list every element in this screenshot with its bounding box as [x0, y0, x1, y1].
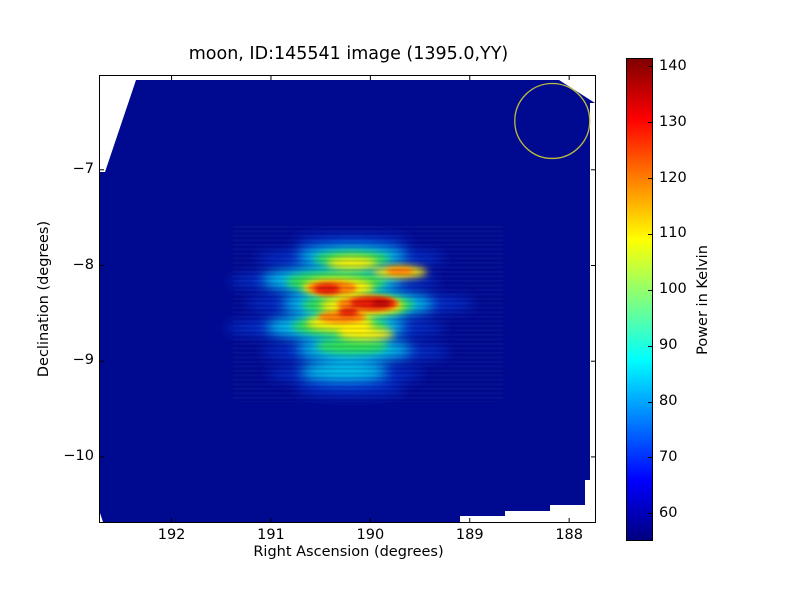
colorbar-tick — [648, 457, 652, 459]
moon-blob-ellipse — [300, 363, 388, 381]
moon-blob-ellipse — [338, 328, 394, 340]
x-tick-label: 192 — [157, 527, 186, 543]
coverage-gap — [100, 513, 103, 522]
x-axis-label: Right Ascension (degrees) — [253, 544, 444, 560]
moon-blob-ellipse — [314, 284, 340, 294]
x-tick-label: 188 — [555, 527, 583, 543]
x-tick-label: 190 — [356, 527, 385, 543]
colorbar-tick — [648, 289, 652, 291]
colorbar-tick — [648, 178, 652, 180]
y-tick-label: −9 — [72, 352, 94, 369]
colorbar-tick-label: 60 — [659, 504, 678, 521]
colorbar — [626, 58, 653, 541]
colorbar-tick — [648, 345, 652, 347]
coverage-gap — [100, 80, 136, 172]
moon-blob-ellipse — [372, 300, 390, 306]
colorbar-tick-label: 120 — [659, 169, 687, 186]
colorbar-tick-label: 100 — [659, 281, 687, 298]
coverage-gap — [100, 76, 595, 80]
plot-title: moon, ID:145541 image (1395.0,YY) — [188, 44, 509, 64]
colorbar-tick — [648, 66, 652, 68]
colorbar-tick — [648, 401, 652, 403]
x-tick-label: 191 — [257, 527, 285, 543]
colorbar-tick-label: 130 — [659, 113, 687, 130]
colorbar-tick-label: 110 — [659, 225, 687, 242]
coverage-gap — [460, 103, 595, 522]
moon-blob-layer-6 — [372, 300, 390, 306]
colorbar-tick-label: 70 — [659, 448, 678, 465]
moon-blob-ellipse — [316, 338, 388, 354]
y-tick-label: −10 — [63, 447, 94, 464]
coverage-gap — [559, 80, 595, 103]
colorbar-tick — [648, 122, 652, 124]
plot-frame — [99, 75, 596, 523]
x-tick-label: 189 — [455, 527, 484, 543]
moon-blob-ellipse — [327, 257, 377, 269]
colorbar-tick-label: 140 — [659, 57, 687, 74]
y-tick-label: −8 — [72, 256, 94, 273]
moon-blob-ellipse — [294, 235, 410, 249]
colorbar-tick — [648, 233, 652, 235]
colorbar-tick-label: 80 — [659, 393, 678, 409]
plot-area — [100, 76, 595, 522]
colorbar-tick-label: 90 — [659, 337, 678, 354]
moon-heatmap-image — [225, 235, 475, 396]
y-tick-label: −7 — [72, 160, 94, 177]
moon-blob-ellipse — [386, 267, 414, 275]
plot-overlay — [100, 76, 595, 522]
colorbar-tick — [648, 513, 652, 515]
moon-blob-ellipse — [338, 308, 358, 316]
beam-circle — [514, 82, 591, 160]
moon-blob-ellipse — [295, 382, 405, 396]
